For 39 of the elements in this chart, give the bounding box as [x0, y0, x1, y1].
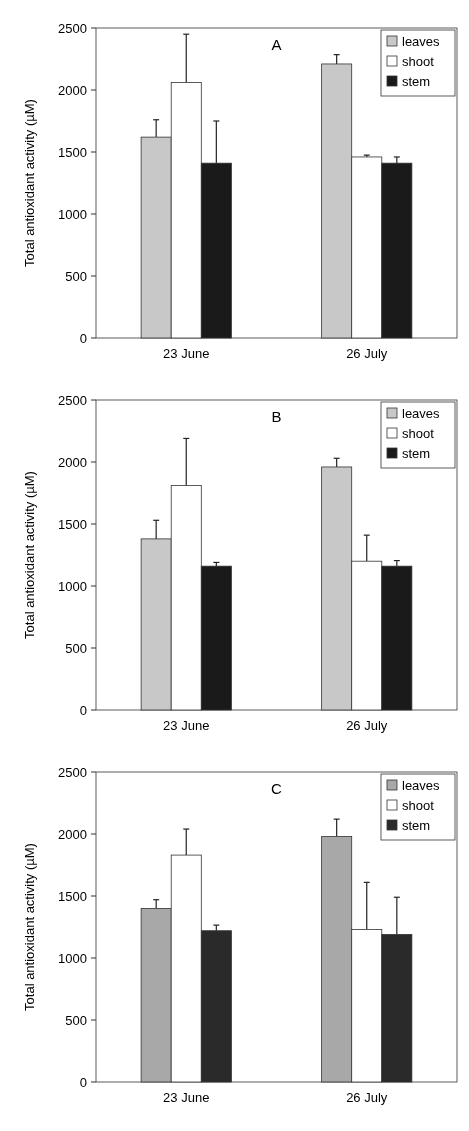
legend-label: leaves — [402, 405, 441, 421]
legend-label: shoot — [402, 797, 435, 813]
y-axis-title: Total antioxidant activity (µM) — [22, 843, 37, 1011]
legend-label: stem — [402, 73, 431, 89]
y-tick-label: 2500 — [58, 392, 87, 408]
x-tick-label: 26 July — [346, 718, 388, 733]
y-tick-label: 1500 — [58, 888, 87, 904]
y-tick-label: 500 — [65, 1012, 87, 1028]
legend-label: stem — [402, 445, 431, 461]
y-tick-label: 0 — [79, 330, 87, 346]
y-tick-label: 2000 — [58, 826, 87, 842]
text: A — [271, 36, 282, 53]
y-tick-label: 500 — [65, 268, 87, 284]
y-tick-label: 0 — [79, 1074, 87, 1090]
y-tick-label: 2500 — [58, 764, 87, 780]
y-tick-label: 1000 — [58, 578, 87, 594]
y-tick-label: 1000 — [58, 950, 87, 966]
y-tick-label: 500 — [65, 640, 87, 656]
legend-label: shoot — [402, 425, 435, 441]
y-tick-label: 1000 — [58, 206, 87, 222]
y-axis-title: Total antioxidant activity (µM) — [22, 471, 37, 639]
y-tick-label: 1500 — [58, 516, 87, 532]
y-axis-title: Total antioxidant activity (µM) — [22, 99, 37, 267]
y-tick-label: 1500 — [58, 144, 87, 160]
text: C — [271, 780, 283, 797]
y-tick-label: 0 — [79, 702, 87, 718]
x-tick-label: 23 June — [163, 346, 210, 361]
x-tick-label: 26 July — [346, 1090, 388, 1105]
x-tick-label: 23 June — [163, 718, 210, 733]
x-tick-label: 26 July — [346, 346, 388, 361]
legend-label: shoot — [402, 53, 435, 69]
text: B — [271, 408, 282, 425]
y-tick-label: 2000 — [58, 454, 87, 470]
y-tick-label: 2000 — [58, 82, 87, 98]
legend-label: leaves — [402, 33, 441, 49]
x-tick-label: 23 June — [163, 1090, 210, 1105]
y-tick-label: 2500 — [58, 20, 87, 36]
legend-label: stem — [402, 817, 431, 833]
legend-label: leaves — [402, 777, 441, 793]
